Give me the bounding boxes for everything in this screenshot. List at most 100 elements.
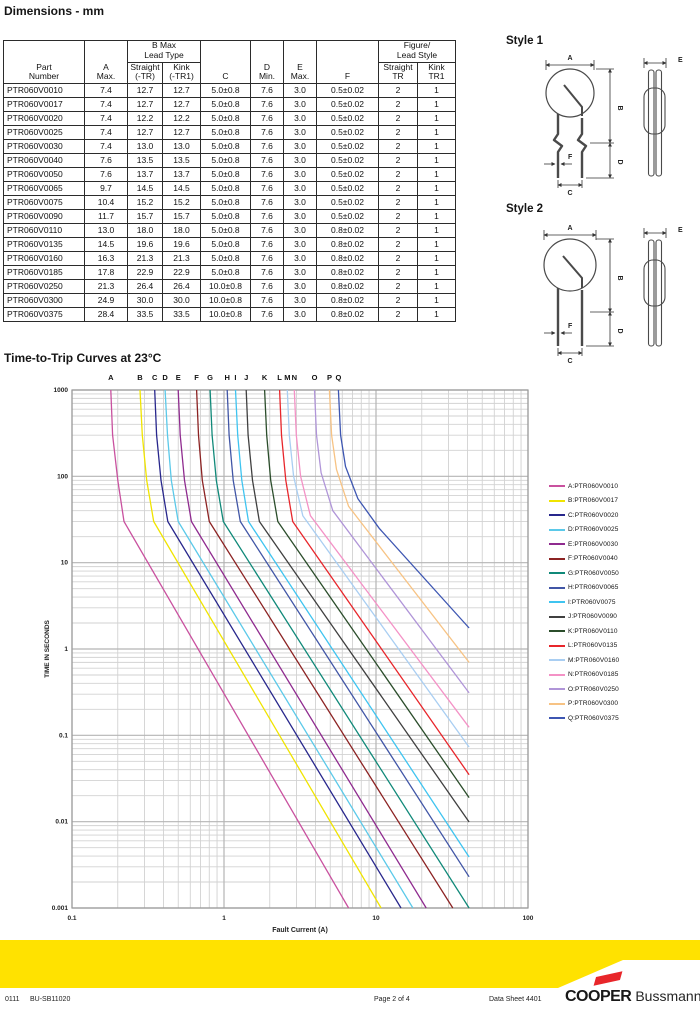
brand-bussmann: Bussmann — [635, 988, 700, 1004]
curve-C — [154, 389, 402, 909]
legend-swatch — [549, 717, 565, 720]
table-cell: PTR060V0030 — [3, 139, 85, 155]
table-cell: 7.6 — [250, 139, 284, 155]
legend-label: Q:PTR060V0375 — [568, 714, 619, 722]
table-cell: 2 — [378, 181, 418, 197]
table-cell: 0.5±0.02 — [316, 153, 379, 169]
table-cell: 12.7 — [127, 125, 163, 141]
curve-A — [110, 389, 350, 909]
table-cell: 0.8±0.02 — [316, 279, 379, 295]
table-cell: 13.0 — [84, 223, 128, 239]
curve-label-O: O — [312, 373, 318, 382]
curve-label-A: A — [108, 373, 114, 382]
legend-item: B:PTR060V0017 — [549, 494, 619, 509]
table-cell: 5.0±0.8 — [200, 139, 251, 155]
table-cell: 13.7 — [127, 167, 163, 183]
table-cell: 2 — [378, 293, 418, 309]
table-row: PTR060V0075 10.4 15.2 15.2 5.0±0.8 7.6 3.0 0.5±… — [3, 195, 456, 211]
curve-label-J: J — [244, 373, 248, 382]
table-cell: 13.5 — [162, 153, 201, 169]
legend-label: E:PTR060V0030 — [568, 540, 619, 548]
table-cell: 0.5±0.02 — [316, 181, 379, 197]
table-cell: 11.7 — [84, 209, 128, 225]
legend-swatch — [549, 615, 565, 618]
legend-label: P:PTR060V0300 — [568, 700, 619, 708]
table-row: PTR060V0020 7.4 12.2 12.2 5.0±0.8 7.6 3.0 0.5±0… — [3, 111, 456, 127]
style2-dim-b: B — [616, 275, 623, 280]
legend-item: E:PTR060V0030 — [549, 537, 619, 552]
y-tick-label: 100 — [57, 473, 68, 480]
table-cell: 17.8 — [84, 265, 128, 281]
curves-title: Time-to-Trip Curves at 23°C — [4, 351, 162, 365]
style1-dim-a: A — [567, 55, 572, 62]
legend-swatch — [549, 688, 565, 691]
table-cell: 1 — [417, 195, 456, 211]
legend-label: C:PTR060V0020 — [568, 511, 619, 519]
table-cell: 7.6 — [250, 237, 284, 253]
table-cell: PTR060V0300 — [3, 293, 85, 309]
table-cell: 3.0 — [283, 111, 317, 127]
table-cell: 13.0 — [127, 139, 163, 155]
table-cell: PTR060V0375 — [3, 307, 85, 323]
table-cell: 10.0±0.8 — [200, 293, 251, 309]
legend-swatch — [549, 644, 565, 647]
table-cell: 0.8±0.02 — [316, 265, 379, 281]
table-cell: 2 — [378, 307, 418, 323]
chart-grid — [71, 389, 529, 909]
y-tick-label: 0.1 — [59, 732, 68, 739]
table-cell: PTR060V0050 — [3, 167, 85, 183]
table-cell: 5.0±0.8 — [200, 153, 251, 169]
table-cell: 2 — [378, 237, 418, 253]
table-row: PTR060V0300 24.9 30.0 30.0 10.0±0.8 7.6 3.0 0.8… — [3, 293, 456, 309]
x-axis-title: Fault Current (A) — [272, 927, 328, 934]
style2-diagram: Style 2 A B D F C E — [506, 203, 683, 364]
legend-item: L:PTR060V0135 — [549, 639, 619, 654]
table-cell: 1 — [417, 265, 456, 281]
table-cell: 2 — [378, 111, 418, 127]
legend-item: N:PTR060V0185 — [549, 668, 619, 683]
table-cell: 1 — [417, 167, 456, 183]
style2-dim-c: C — [567, 358, 572, 364]
table-cell: 15.7 — [162, 209, 201, 225]
table-cell: 1 — [417, 209, 456, 225]
legend-label: J:PTR060V0090 — [568, 613, 617, 621]
table-cell: 2 — [378, 251, 418, 267]
col-header-part: Part Number — [3, 39, 85, 85]
curve-label-D: D — [162, 373, 168, 382]
curve-Q — [337, 389, 470, 629]
table-cell: 7.4 — [84, 83, 128, 99]
table-cell: 19.6 — [162, 237, 201, 253]
y-tick-label: 0.01 — [55, 819, 68, 826]
table-cell: 3.0 — [283, 251, 317, 267]
table-row: PTR060V0040 7.6 13.5 13.5 5.0±0.8 7.6 3.0 0.5±0… — [3, 153, 456, 169]
legend-item: G:PTR060V0050 — [549, 566, 619, 581]
table-cell: 5.0±0.8 — [200, 265, 251, 281]
curve-label-B: B — [137, 373, 143, 382]
legend-item: O:PTR060V0250 — [549, 682, 619, 697]
brand-logo: COOPER Bussmann — [565, 988, 700, 1006]
table-cell: PTR060V0135 — [3, 237, 85, 253]
table-cell: PTR060V0020 — [3, 111, 85, 127]
table-row: PTR060V0017 7.4 12.7 12.7 5.0±0.8 7.6 3.0 0.5±0… — [3, 97, 456, 113]
legend-label: G:PTR060V0050 — [568, 569, 619, 577]
table-row: PTR060V0375 28.4 33.5 33.5 10.0±0.8 7.6 3.0 0.8… — [3, 307, 456, 323]
table-cell: 7.6 — [250, 307, 284, 323]
table-cell: 5.0±0.8 — [200, 97, 251, 113]
legend-item: H:PTR060V0065 — [549, 581, 619, 596]
legend-item: F:PTR060V0040 — [549, 552, 619, 567]
footer-code: 0111 — [5, 996, 20, 1003]
table-cell: 12.7 — [162, 83, 201, 99]
legend-label: H:PTR060V0065 — [568, 584, 619, 592]
footer-doc-number: BU-SB11020 — [30, 996, 71, 1003]
curve-I — [234, 389, 470, 858]
style1-dim-c: C — [567, 190, 572, 196]
table-cell: 33.5 — [127, 307, 163, 323]
table-cell: PTR060V0250 — [3, 279, 85, 295]
table-cell: 19.6 — [127, 237, 163, 253]
table-cell: 7.4 — [84, 139, 128, 155]
table-cell: 22.9 — [127, 265, 163, 281]
legend-item: D:PTR060V0025 — [549, 523, 619, 538]
table-cell: 5.0±0.8 — [200, 167, 251, 183]
table-cell: 26.4 — [162, 279, 201, 295]
curve-D — [164, 389, 414, 909]
